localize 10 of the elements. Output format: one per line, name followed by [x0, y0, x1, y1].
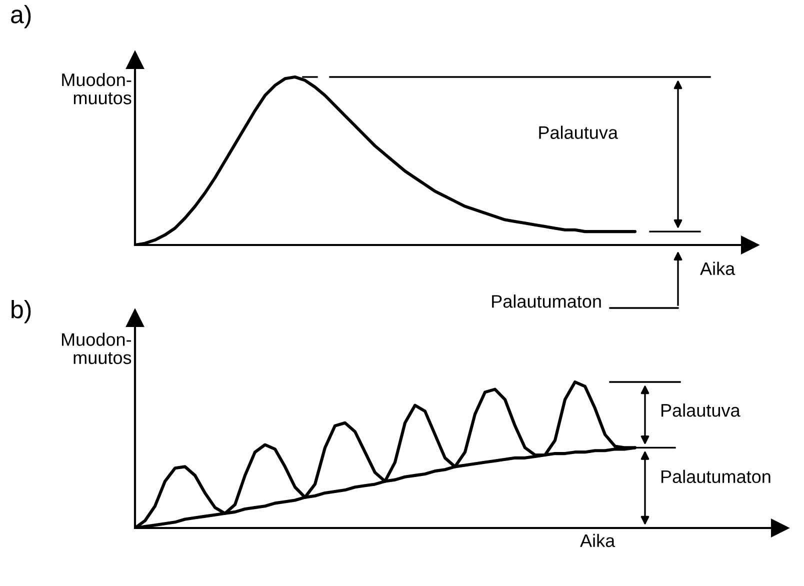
- y-axis-title: Muodon- muutos: [62, 72, 132, 104]
- text: Palautuva: [661, 404, 740, 417]
- text: Palautumaton: [492, 294, 601, 308]
- x-axis-title: Aika: [580, 534, 616, 548]
- chart-title: b): [12, 300, 31, 324]
- chart-title: a): [11, 5, 31, 28]
- annotation: Palautuva: [539, 126, 618, 139]
- x-axis-title: Aika: [700, 262, 736, 276]
- text: Palautumaton: [661, 470, 770, 484]
- y-axis-title: Muodon- muutos: [62, 332, 132, 364]
